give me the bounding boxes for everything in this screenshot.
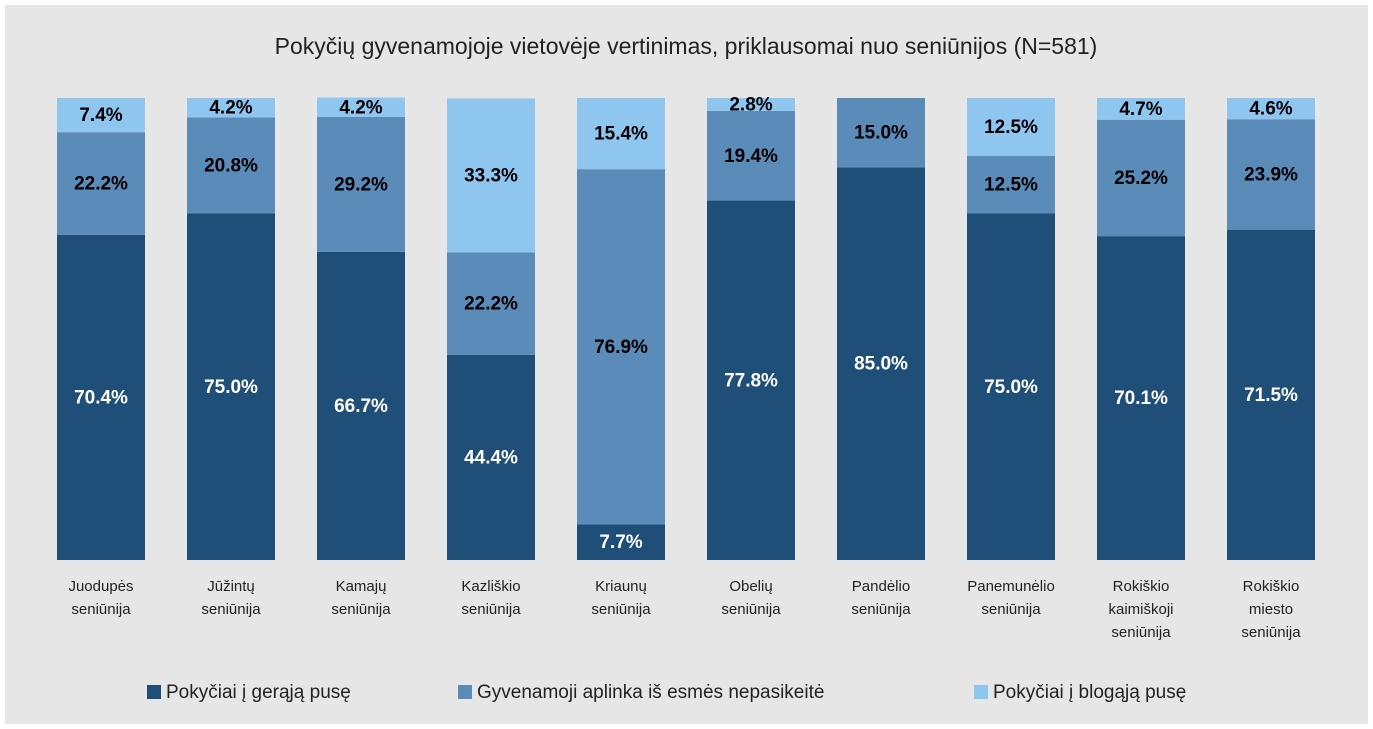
bar-segment bbox=[1227, 98, 1315, 120]
x-tick-label: seniūnija bbox=[981, 601, 1041, 618]
x-tick-label: Kamajų bbox=[336, 578, 387, 595]
bar-segment bbox=[1227, 229, 1315, 561]
data-label: 70.1% bbox=[1114, 388, 1168, 409]
bar-segment bbox=[707, 110, 795, 201]
data-label: 12.5% bbox=[984, 117, 1038, 138]
data-label: 7.4% bbox=[79, 105, 122, 126]
data-label: 23.9% bbox=[1244, 164, 1298, 185]
legend-label: Pokyčiai į blogąją pusę bbox=[993, 682, 1186, 703]
bar-segment bbox=[967, 98, 1055, 156]
data-label: 19.4% bbox=[724, 146, 778, 167]
data-label: 15.0% bbox=[854, 123, 908, 144]
x-tick-label: Kazliškio bbox=[461, 578, 520, 595]
bar-segment bbox=[57, 234, 145, 560]
bar-segment bbox=[577, 169, 665, 525]
x-tick-label: Kriaunų bbox=[595, 578, 647, 595]
data-label: 25.2% bbox=[1114, 168, 1168, 189]
x-tick-label: seniūnija bbox=[851, 601, 911, 618]
bar-segment bbox=[447, 98, 535, 253]
x-tick-label: seniūnija bbox=[1111, 624, 1171, 641]
bar-segment bbox=[577, 524, 665, 560]
data-label: 2.8% bbox=[729, 94, 772, 115]
bar-segment bbox=[447, 354, 535, 560]
data-label: 77.8% bbox=[724, 370, 778, 391]
data-label: 4.2% bbox=[209, 98, 252, 119]
bar-segment bbox=[57, 98, 145, 133]
bar-segment bbox=[967, 155, 1055, 214]
data-label: 66.7% bbox=[334, 396, 388, 417]
legend-label: Gyvenamoji aplinka iš esmės nepasikeitė bbox=[477, 682, 824, 703]
legend-swatch bbox=[458, 685, 472, 699]
x-tick-label: Rokiškio bbox=[1243, 578, 1300, 595]
bar-segment bbox=[1227, 119, 1315, 230]
bar-segment bbox=[707, 200, 795, 560]
data-label: 15.4% bbox=[594, 124, 648, 145]
data-label: 71.5% bbox=[1244, 385, 1298, 406]
data-label: 20.8% bbox=[204, 155, 258, 176]
bar-segment bbox=[317, 97, 405, 117]
bar-segment bbox=[1097, 98, 1185, 120]
data-label: 44.4% bbox=[464, 447, 518, 468]
bar-segment bbox=[837, 98, 925, 168]
data-label: 22.2% bbox=[74, 173, 128, 194]
bar-segment bbox=[187, 117, 275, 214]
bar-segment bbox=[1097, 236, 1185, 560]
legend-swatch bbox=[974, 685, 988, 699]
legend-label: Pokyčiai į gerąją pusę bbox=[166, 682, 351, 703]
data-label: 29.2% bbox=[334, 174, 388, 195]
bar-segment bbox=[317, 251, 405, 560]
data-label: 22.2% bbox=[464, 294, 518, 315]
bar-segment bbox=[447, 252, 535, 355]
data-label: 12.5% bbox=[984, 175, 1038, 196]
bar-segment bbox=[577, 98, 665, 170]
data-label: 75.0% bbox=[204, 377, 258, 398]
data-label: 76.9% bbox=[594, 337, 648, 358]
chart-title: Pokyčių gyvenamojoje vietovėje vertinima… bbox=[275, 33, 1098, 59]
legend-swatch bbox=[147, 685, 161, 699]
bar-segment bbox=[707, 98, 795, 111]
x-tick-label: seniūnija bbox=[331, 601, 391, 618]
x-tick-label: seniūnija bbox=[201, 601, 261, 618]
bar-segment bbox=[57, 132, 145, 235]
bar-segment bbox=[317, 116, 405, 252]
bar-segment bbox=[1097, 119, 1185, 237]
x-tick-label: seniūnija bbox=[1241, 624, 1301, 641]
data-label: 85.0% bbox=[854, 354, 908, 375]
x-tick-label: Obelių bbox=[729, 578, 772, 595]
data-label: 75.0% bbox=[984, 377, 1038, 398]
x-tick-label: seniūnija bbox=[721, 601, 781, 618]
x-tick-label: Panemunėlio bbox=[967, 578, 1055, 595]
x-tick-label: seniūnija bbox=[591, 601, 651, 618]
x-tick-label: Pandėlio bbox=[852, 578, 910, 595]
data-label: 7.7% bbox=[599, 532, 642, 553]
bar-segment bbox=[187, 98, 275, 118]
x-tick-label: Juodupės bbox=[68, 578, 133, 595]
data-label: 4.2% bbox=[339, 97, 382, 118]
data-label: 70.4% bbox=[74, 387, 128, 408]
x-tick-label: seniūnija bbox=[461, 601, 521, 618]
data-label: 4.6% bbox=[1249, 99, 1292, 120]
x-tick-label: Jūžintų bbox=[207, 578, 255, 595]
x-tick-label: miesto bbox=[1249, 601, 1293, 618]
bar-segment bbox=[837, 167, 925, 561]
bar-segment bbox=[967, 213, 1055, 560]
data-label: 4.7% bbox=[1119, 99, 1162, 120]
bar-segment bbox=[187, 213, 275, 560]
x-tick-label: Rokiškio bbox=[1113, 578, 1170, 595]
x-tick-label: kaimiškoji bbox=[1108, 601, 1173, 618]
x-tick-label: seniūnija bbox=[71, 601, 131, 618]
data-label: 33.3% bbox=[464, 165, 518, 186]
